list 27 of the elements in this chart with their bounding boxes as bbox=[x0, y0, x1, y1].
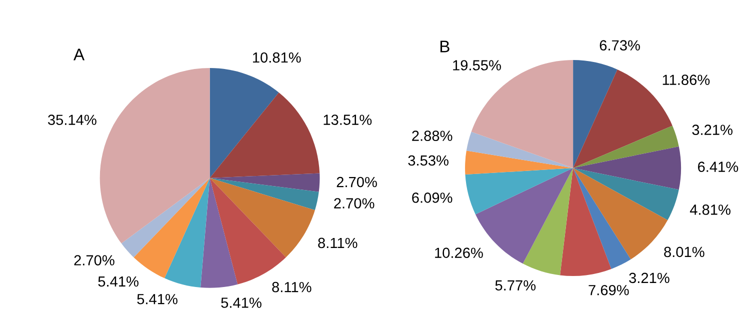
data-label: 3.53% bbox=[408, 155, 448, 166]
data-label: 6.41% bbox=[698, 162, 738, 172]
data-label: 8.11% bbox=[272, 282, 312, 292]
data-label: 2.88% bbox=[412, 130, 452, 141]
data-label: 11.86% bbox=[662, 74, 710, 86]
data-label: 5.41% bbox=[137, 294, 178, 304]
data-label: 7.69% bbox=[588, 284, 629, 296]
data-label: 6.09% bbox=[412, 192, 452, 203]
data-label: 10.26% bbox=[435, 248, 483, 258]
data-label: 10.81% bbox=[253, 52, 301, 63]
chart-title: A bbox=[73, 48, 85, 60]
chart-title: B bbox=[440, 40, 450, 52]
data-label: 8.11% bbox=[318, 238, 358, 248]
data-label: 5.41% bbox=[221, 298, 262, 308]
data-label: 2.70% bbox=[334, 198, 374, 208]
data-label: 19.55% bbox=[453, 60, 501, 70]
data-label: 5.77% bbox=[495, 280, 536, 291]
data-label: 3.21% bbox=[629, 272, 670, 284]
data-label: 2.70% bbox=[336, 176, 377, 188]
data-label: 5.41% bbox=[98, 276, 138, 287]
data-label: 4.81% bbox=[690, 204, 730, 215]
data-label: 13.51% bbox=[324, 114, 372, 125]
data-label: 35.14% bbox=[48, 114, 96, 125]
data-label: 2.70% bbox=[74, 255, 114, 266]
data-label: 3.21% bbox=[692, 124, 732, 136]
data-label: 8.01% bbox=[664, 246, 704, 258]
data-label: 6.73% bbox=[600, 40, 640, 51]
